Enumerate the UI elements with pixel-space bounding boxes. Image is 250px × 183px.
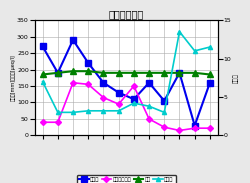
濃縮率 (41, 81, 44, 83)
降水量 (117, 92, 120, 94)
谷水 (41, 73, 44, 76)
降水量 (102, 82, 105, 84)
濃縮率 (117, 110, 120, 112)
降水量 (208, 82, 212, 84)
濃縮率 (132, 102, 135, 104)
降水量 (163, 100, 166, 102)
濃縮率 (163, 111, 166, 113)
濃縮率 (102, 110, 105, 112)
降水量 (132, 98, 135, 100)
濃縮率 (178, 31, 181, 33)
谷水 (178, 72, 181, 74)
ダストジャー (56, 121, 59, 123)
Y-axis label: 濃縮率: 濃縮率 (233, 73, 238, 83)
谷水 (102, 72, 105, 74)
濃縮率 (193, 50, 196, 52)
降水量 (56, 72, 59, 74)
Y-axis label: 降水量[mm]・濃度[μeq/l]: 降水量[mm]・濃度[μeq/l] (10, 54, 16, 101)
Legend: 降水量, ダストジャー, 谷水, 濃縮率: 降水量, ダストジャー, 谷水, 濃縮率 (77, 175, 176, 183)
谷水 (193, 72, 196, 74)
ダストジャー (193, 127, 196, 129)
濃縮率 (72, 111, 74, 113)
濃縮率 (87, 110, 90, 112)
ダストジャー (72, 82, 74, 84)
Title: 塩化物イオン: 塩化物イオン (108, 9, 144, 19)
谷水 (148, 72, 150, 74)
谷水 (117, 72, 120, 74)
濃縮率 (148, 105, 150, 107)
Line: 降水量: 降水量 (40, 37, 213, 128)
ダストジャー (208, 127, 212, 129)
ダストジャー (178, 129, 181, 132)
谷水 (132, 72, 135, 74)
降水量 (72, 39, 74, 41)
濃縮率 (56, 111, 59, 113)
ダストジャー (87, 83, 90, 85)
降水量 (178, 72, 181, 74)
Line: ダストジャー: ダストジャー (40, 81, 212, 132)
谷水 (163, 72, 166, 74)
ダストジャー (132, 85, 135, 87)
ダストジャー (117, 103, 120, 105)
Line: 谷水: 谷水 (40, 68, 213, 77)
谷水 (87, 70, 90, 72)
Line: 濃縮率: 濃縮率 (40, 30, 212, 114)
濃縮率 (208, 46, 212, 48)
降水量 (41, 45, 44, 48)
降水量 (148, 82, 150, 84)
ダストジャー (41, 121, 44, 123)
降水量 (87, 62, 90, 64)
ダストジャー (163, 126, 166, 128)
谷水 (72, 70, 74, 72)
降水量 (193, 124, 196, 127)
谷水 (56, 72, 59, 74)
ダストジャー (148, 118, 150, 120)
谷水 (208, 73, 212, 76)
ダストジャー (102, 96, 105, 99)
